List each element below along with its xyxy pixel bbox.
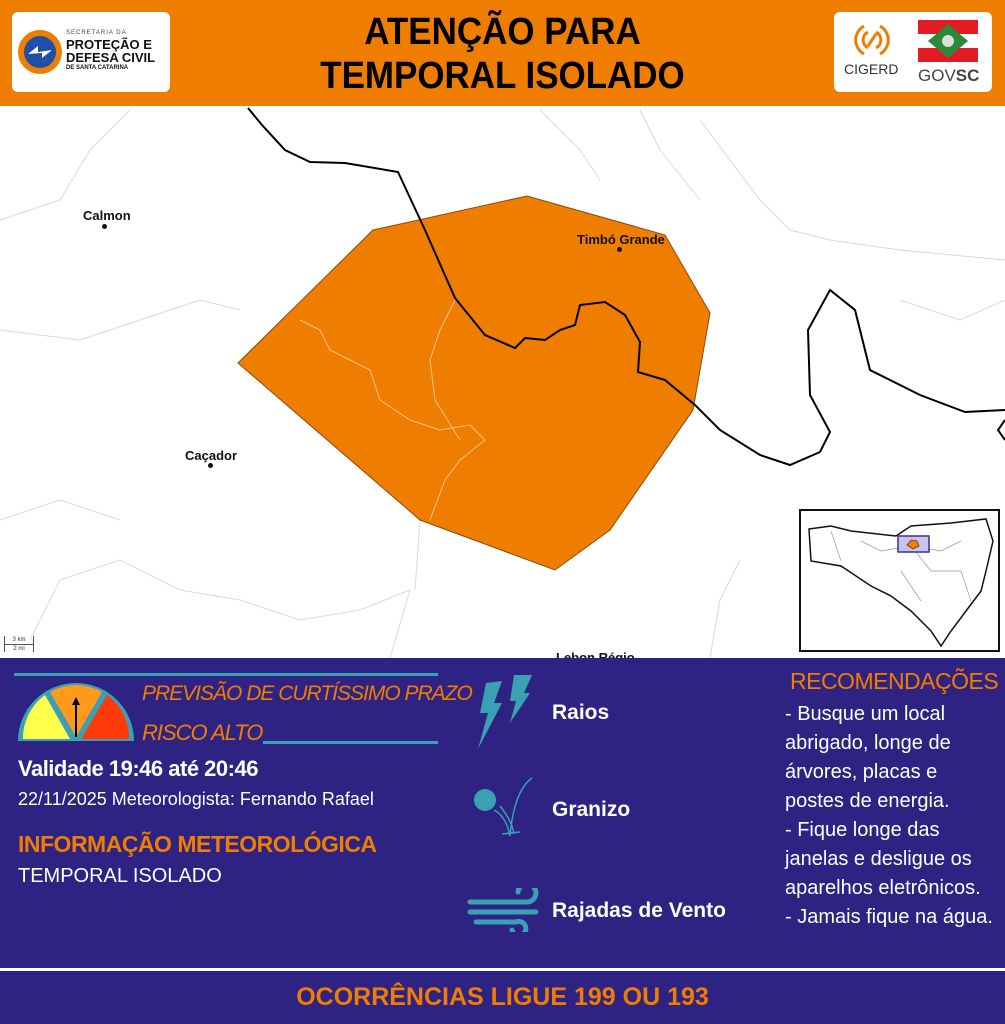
- city-label-lebon-regio: Lebon Régio: [556, 650, 635, 658]
- info-value: TEMPORAL ISOLADO: [18, 865, 222, 887]
- recommendation-item: - Busque um local abrigado, longe de árv…: [785, 703, 951, 812]
- govsc-label: GOVSC: [918, 66, 980, 85]
- info-heading: INFORMAÇÃO METEOROLÓGICA: [18, 831, 377, 857]
- city-dot: [102, 224, 107, 229]
- map-canvas: [0, 107, 1005, 658]
- lightning-icon: [478, 675, 532, 749]
- city-dot: [208, 463, 213, 468]
- locator-inset-map: [799, 509, 1000, 652]
- city-label-timbo-grande: Timbó Grande: [577, 232, 665, 247]
- divider-risk: [263, 741, 438, 744]
- municipal-borders: [0, 109, 1005, 658]
- logo-text-state: DE SANTA CATARINA: [66, 65, 129, 71]
- scale-bar: 3 km 2 mi: [4, 636, 34, 652]
- alert-map[interactable]: Calmon Timbó Grande Caçador Lebon Régio …: [0, 106, 1005, 658]
- hazard-label-raios: Raios: [552, 701, 610, 724]
- footer-emergency-numbers: OCORRÊNCIAS LIGUE 199 OU 193: [0, 968, 1005, 1024]
- recommendations-list: - Busque um local abrigado, longe de árv…: [785, 700, 1000, 932]
- validity-text: Validade 19:46 até 20:46: [18, 756, 258, 781]
- hazard-label-granizo: Granizo: [552, 798, 631, 821]
- forecast-type: PREVISÃO DE CURTÍSSIMO PRAZO: [142, 682, 473, 705]
- header: SECRETARIA DA PROTEÇÃO E DEFESA CIVIL DE …: [0, 0, 1005, 106]
- sc-flag-icon: [918, 20, 978, 62]
- hail-icon: [474, 777, 533, 837]
- risk-gauge-icon: [18, 683, 134, 741]
- partner-logos: CIGERD GOVSC: [834, 12, 992, 92]
- date-meteorologist: 22/11/2025 Meteorologista: Fernando Rafa…: [18, 789, 374, 809]
- state-border: [247, 107, 1005, 467]
- info-panel: PREVISÃO DE CURTÍSSIMO PRAZO RISCO ALTO …: [0, 658, 1005, 968]
- hazard-label-rajadas-de-vento: Rajadas de Vento: [552, 899, 726, 922]
- cigerd-label: CIGERD: [844, 61, 899, 77]
- wind-icon: [467, 888, 539, 932]
- defesa-civil-emblem-icon: [18, 30, 62, 74]
- page-title: ATENÇÃO PARA TEMPORAL ISOLADO: [320, 11, 685, 97]
- cigerd-signal-icon: [854, 24, 890, 56]
- recommendations-heading: RECOMENDAÇÕES: [790, 668, 999, 694]
- logo-text-main: PROTEÇÃO E DEFESA CIVIL: [66, 37, 156, 65]
- alert-polygon[interactable]: [237, 195, 711, 571]
- risk-level: RISCO ALTO: [142, 720, 263, 745]
- city-label-calmon: Calmon: [83, 208, 131, 223]
- city-label-cacador: Caçador: [185, 448, 238, 463]
- defesa-civil-logo: SECRETARIA DA PROTEÇÃO E DEFESA CIVIL DE …: [12, 12, 170, 92]
- recommendation-item: - Fique longe das janelas e desligue os …: [785, 819, 981, 899]
- city-dot: [617, 247, 622, 252]
- recommendation-item: - Jamais fique na água.: [785, 906, 993, 928]
- logo-text-small: SECRETARIA DA: [66, 30, 127, 36]
- divider-top: [14, 673, 438, 676]
